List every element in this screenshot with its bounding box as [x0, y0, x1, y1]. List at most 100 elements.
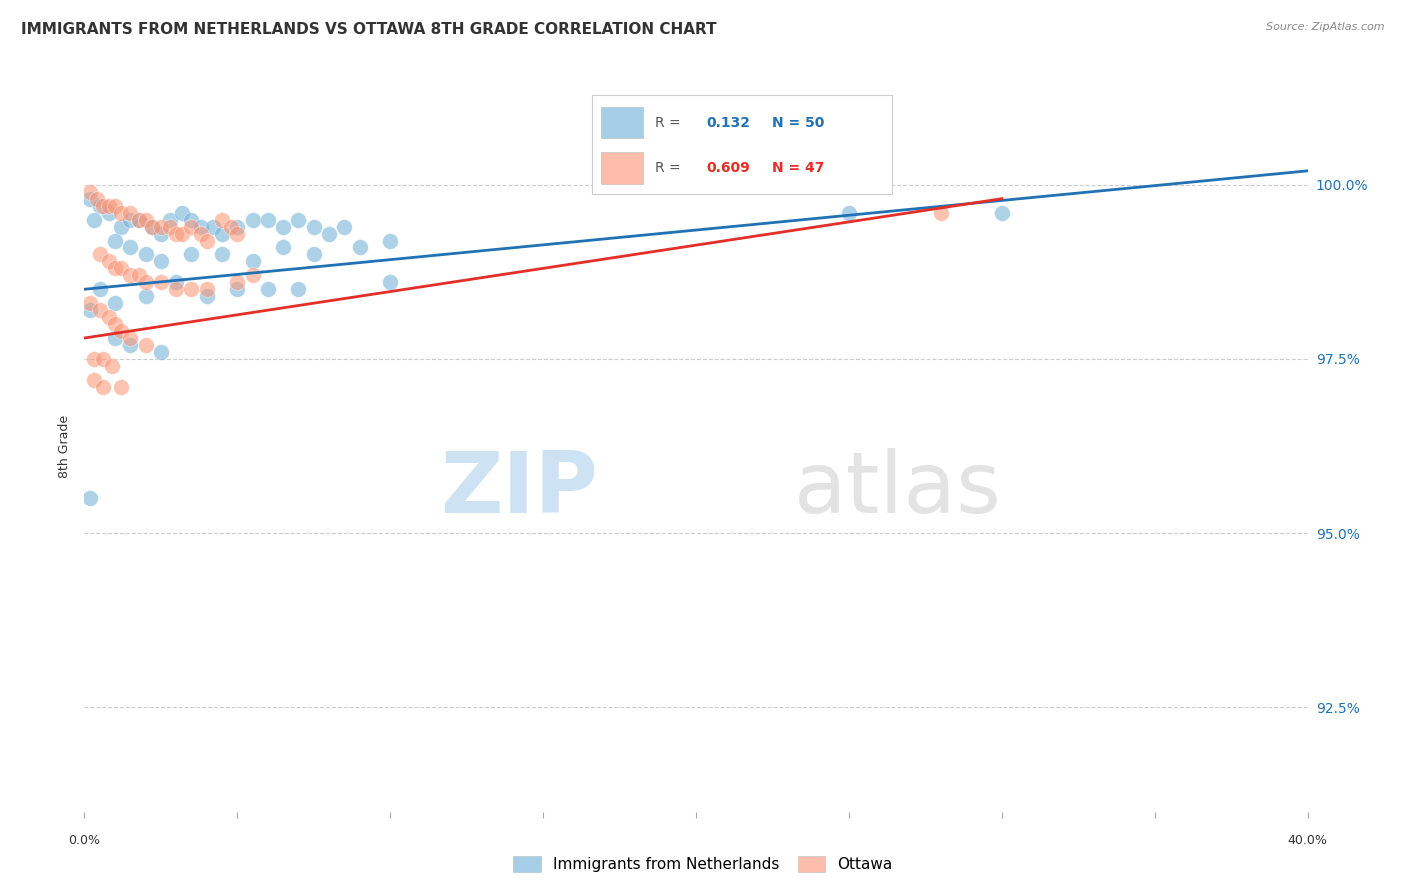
Point	[287, 212, 309, 227]
Point	[318, 227, 340, 241]
Point	[79, 185, 101, 199]
Point	[120, 205, 142, 219]
Point	[104, 317, 127, 331]
Point	[219, 219, 242, 234]
Point	[79, 192, 101, 206]
Point	[211, 212, 233, 227]
Point	[211, 227, 233, 241]
Point	[120, 240, 142, 254]
Point	[83, 351, 105, 366]
Point	[257, 282, 280, 296]
Point	[149, 254, 172, 268]
Point	[149, 219, 172, 234]
Point	[89, 247, 111, 261]
Text: ZIP: ZIP	[440, 449, 598, 532]
Point	[302, 219, 325, 234]
Point	[128, 268, 150, 283]
Point	[91, 351, 114, 366]
Point	[349, 240, 371, 254]
Point	[380, 275, 402, 289]
Point	[226, 282, 249, 296]
Point	[97, 254, 120, 268]
Point	[180, 247, 202, 261]
Point	[91, 199, 114, 213]
Point	[128, 212, 150, 227]
Point	[226, 227, 249, 241]
Point	[165, 275, 187, 289]
Point	[195, 289, 218, 303]
Point	[180, 282, 202, 296]
Point	[120, 338, 142, 352]
Point	[79, 303, 101, 318]
Point	[172, 205, 194, 219]
Point	[128, 212, 150, 227]
Point	[190, 227, 212, 241]
Point	[104, 296, 127, 310]
Point	[79, 491, 101, 506]
Point	[86, 192, 108, 206]
Point	[929, 205, 952, 219]
Point	[97, 205, 120, 219]
Point	[287, 282, 309, 296]
Point	[159, 219, 181, 234]
Point	[141, 219, 163, 234]
Point	[149, 275, 172, 289]
Point	[141, 219, 163, 234]
Text: Source: ZipAtlas.com: Source: ZipAtlas.com	[1267, 22, 1385, 32]
Point	[195, 282, 218, 296]
Point	[159, 212, 181, 227]
Point	[149, 345, 172, 359]
Point	[135, 212, 157, 227]
Y-axis label: 8th Grade: 8th Grade	[58, 415, 72, 477]
Point	[172, 227, 194, 241]
Point	[104, 234, 127, 248]
Point	[201, 219, 224, 234]
Point	[242, 212, 264, 227]
Point	[838, 205, 860, 219]
Point	[242, 254, 264, 268]
Point	[110, 219, 132, 234]
Text: 0.0%: 0.0%	[69, 834, 100, 847]
Point	[120, 331, 142, 345]
Point	[149, 227, 172, 241]
Point	[135, 289, 157, 303]
Point	[89, 303, 111, 318]
Point	[226, 275, 249, 289]
Point	[135, 247, 157, 261]
Point	[226, 219, 249, 234]
Point	[110, 380, 132, 394]
Point	[83, 212, 105, 227]
Point	[89, 282, 111, 296]
Point	[101, 359, 124, 373]
Point	[135, 338, 157, 352]
Point	[211, 247, 233, 261]
Point	[89, 199, 111, 213]
Point	[991, 205, 1014, 219]
Point	[195, 234, 218, 248]
Point	[190, 219, 212, 234]
Point	[120, 212, 142, 227]
Point	[110, 261, 132, 276]
Text: atlas: atlas	[794, 449, 1002, 532]
Point	[271, 240, 294, 254]
Point	[110, 324, 132, 338]
Text: 40.0%: 40.0%	[1288, 834, 1327, 847]
Point	[302, 247, 325, 261]
Text: IMMIGRANTS FROM NETHERLANDS VS OTTAWA 8TH GRADE CORRELATION CHART: IMMIGRANTS FROM NETHERLANDS VS OTTAWA 8T…	[21, 22, 717, 37]
Point	[97, 199, 120, 213]
Point	[165, 282, 187, 296]
Point	[97, 310, 120, 325]
Point	[180, 219, 202, 234]
Point	[333, 219, 356, 234]
Point	[120, 268, 142, 283]
Point	[165, 227, 187, 241]
Point	[104, 199, 127, 213]
Legend: Immigrants from Netherlands, Ottawa: Immigrants from Netherlands, Ottawa	[506, 848, 900, 880]
Point	[271, 219, 294, 234]
Point	[104, 331, 127, 345]
Point	[180, 212, 202, 227]
Point	[104, 261, 127, 276]
Point	[380, 234, 402, 248]
Point	[91, 380, 114, 394]
Point	[83, 373, 105, 387]
